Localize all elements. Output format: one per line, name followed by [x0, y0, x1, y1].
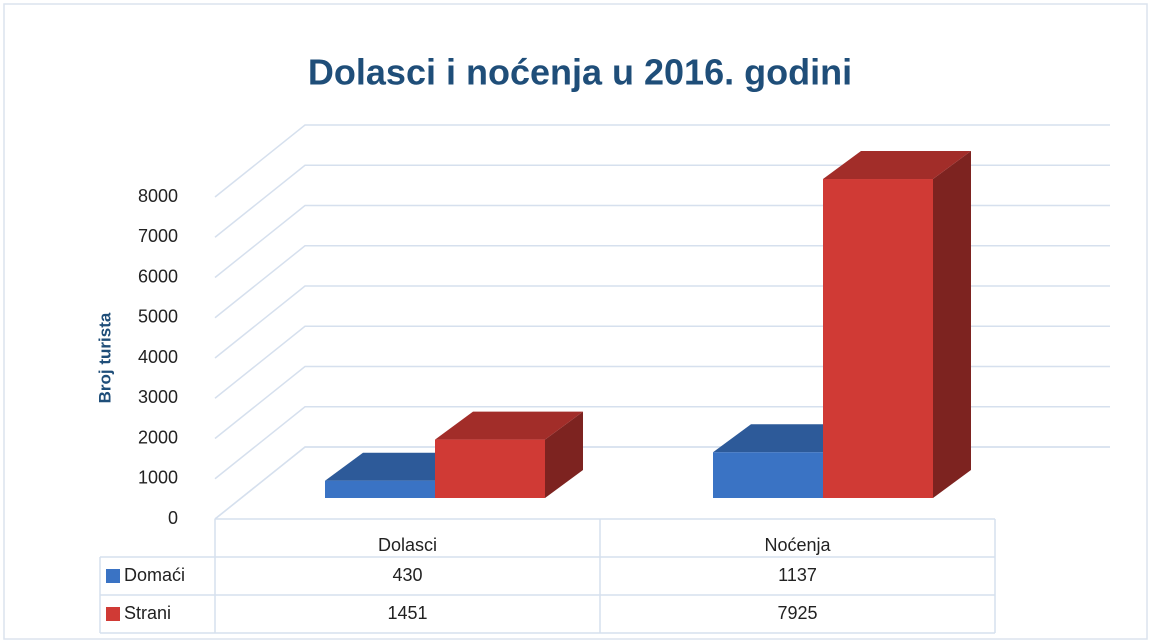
legend-key: [106, 569, 120, 583]
y-tick-label: 8000: [138, 186, 178, 206]
data-table: Dolasci Noćenja Domaći 430 1137 Strani 1451 792…: [99, 518, 996, 634]
table-value: 1137: [778, 565, 817, 585]
bar-side: [545, 411, 583, 498]
y-tick-label: 7000: [138, 226, 178, 246]
table-value: 430: [392, 565, 422, 585]
bar: [823, 179, 933, 499]
table-value: 1451: [387, 603, 427, 623]
legend-label: Strani: [124, 603, 171, 623]
table-value: 7925: [777, 603, 817, 623]
bars: [325, 151, 971, 499]
bar: [713, 452, 823, 498]
y-tick-label: 2000: [138, 427, 178, 447]
y-tick-label: 4000: [138, 347, 178, 367]
grid-line: [214, 164, 1110, 238]
legend-label: Domaći: [124, 565, 185, 585]
x-tick-label: Noćenja: [764, 535, 831, 555]
legend-key: [106, 607, 120, 621]
y-tick-label: 3000: [138, 387, 178, 407]
bar: [435, 439, 545, 498]
bar-side: [933, 151, 971, 499]
y-tick-label: 6000: [138, 266, 178, 286]
y-axis-label: Broj turista: [95, 312, 114, 403]
y-tick-label: 0: [168, 508, 178, 528]
chart-title: Dolasci i noćenja u 2016. godini: [308, 52, 852, 93]
bar-top: [435, 411, 583, 440]
bar: [325, 480, 435, 498]
grid-line: [214, 124, 1110, 198]
y-tick-label: 1000: [138, 468, 178, 488]
x-tick-label: Dolasci: [378, 535, 437, 555]
y-tick-label: 5000: [138, 307, 178, 327]
bar-top: [823, 151, 971, 180]
